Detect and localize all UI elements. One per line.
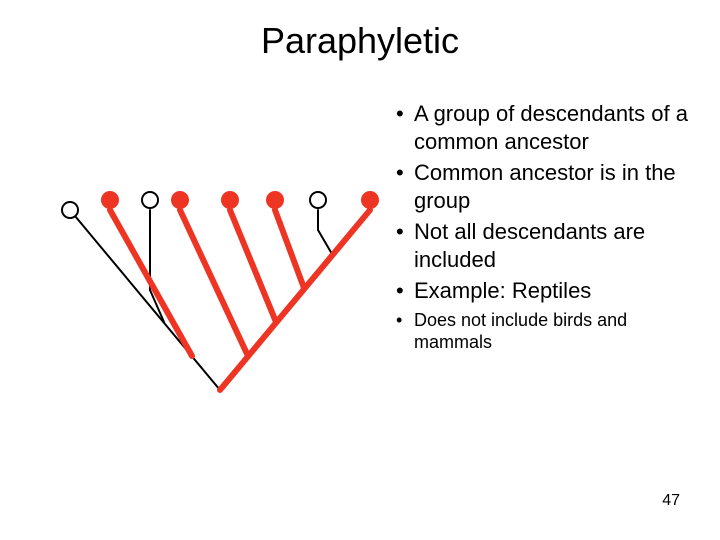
slide: Paraphyletic A group of descendants of a…: [0, 0, 720, 540]
tree-svg: [60, 170, 380, 400]
sub-bullet-item: Does not include birds and mammals: [414, 309, 710, 354]
bullet-text: Example: Reptiles: [414, 278, 591, 303]
sub-bullet-text: Does not include birds and mammals: [414, 310, 627, 353]
bullet-item: A group of descendants of a common ances…: [414, 100, 710, 155]
phylo-tree-diagram: [60, 170, 380, 400]
sub-bullets-ul: Does not include birds and mammals: [390, 309, 710, 354]
bullet-list: A group of descendants of a common ances…: [390, 100, 710, 358]
slide-title: Paraphyletic: [0, 20, 720, 62]
bullet-text: Common ancestor is in the group: [414, 160, 676, 213]
bullet-item: Example: Reptiles: [414, 277, 710, 305]
bullet-text: A group of descendants of a common ances…: [414, 101, 688, 154]
bullet-item: Not all descendants are included: [414, 218, 710, 273]
page-number: 47: [662, 492, 680, 510]
bullet-text: Not all descendants are included: [414, 219, 645, 272]
bullets-ul: A group of descendants of a common ances…: [390, 100, 710, 305]
bullet-item: Common ancestor is in the group: [414, 159, 710, 214]
